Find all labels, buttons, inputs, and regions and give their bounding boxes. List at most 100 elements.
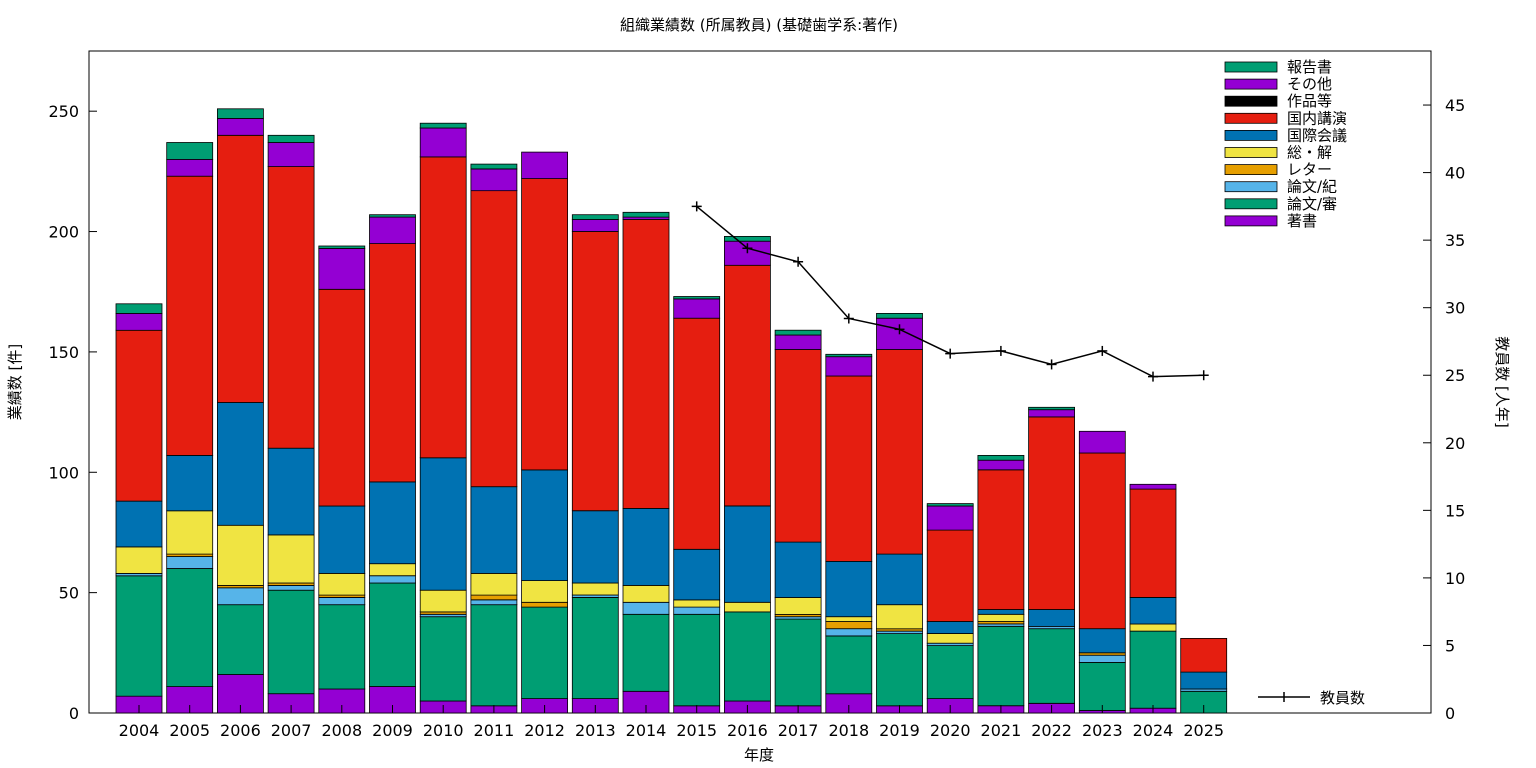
legend-label: 著書 [1287,212,1317,230]
bar-segment-2010-s4 [419,589,467,613]
bar-segment-2013-s1 [571,597,619,699]
legend-label: 論文/審 [1287,195,1337,213]
y2-tick-label: 20 [1445,434,1465,453]
x-tick-label: 2008 [321,721,362,740]
chart-title: 組織業績数 (所属教員) (基礎歯学系:著作) [620,16,898,34]
bar-segment-2022-s9 [1028,406,1075,411]
bar-segment-2005-s6 [166,175,214,456]
legend-swatch [1224,95,1278,107]
legend-label: レター [1287,161,1332,179]
legend-label: 国内講演 [1287,109,1347,127]
bar-segment-2017-s8 [774,334,822,350]
x-tick-label: 2024 [1133,721,1174,740]
y-tick-label: 200 [48,223,79,242]
bar-segment-2015-s2 [673,606,721,615]
bar-segment-2019-s6 [876,349,923,555]
bar-segment-2014-s5 [622,507,670,586]
bar-segment-2011-s6 [470,190,518,488]
bar-segment-2019-s4 [876,604,923,630]
bar-segment-2004-s4 [115,546,163,574]
y-tick-label: 150 [48,343,79,362]
bar-segment-2006-s2 [216,587,264,606]
bar-segment-2007-s5 [267,447,315,536]
bar-segment-2017-s5 [774,541,822,598]
bar-segment-2009-s9 [369,214,416,218]
bar-segment-2015-s8 [673,298,721,319]
bar-segment-2010-s6 [419,156,467,459]
bar-segment-2020-s8 [926,505,974,531]
bar-segment-2008-s5 [318,505,366,574]
bar-segment-2007-s1 [267,589,315,695]
x-tick-label: 2016 [727,721,768,740]
bar-segment-2006-s8 [216,118,264,136]
bar-segment-2007-s4 [267,534,315,584]
legend-label: その他 [1287,75,1332,93]
y2-tick-label: 15 [1445,501,1465,520]
bar-segment-2016-s9 [724,235,771,242]
legend-label: 作品等 [1287,92,1332,110]
legend-swatch [1224,78,1278,90]
legend-label: 総・解 [1287,144,1332,162]
bar-segment-2012-s1 [521,606,568,699]
bar-segment-2011-s3 [470,594,518,601]
y2-axis-title: 教員数 [人年] [1493,336,1511,427]
bar-segment-2008-s9 [318,245,366,249]
bar-segment-2007-s9 [267,134,315,143]
bar-segment-2005-s8 [166,158,214,177]
bar-segment-2009-s4 [369,563,416,577]
bar-segment-2020-s1 [926,645,974,699]
x-tick-label: 2017 [778,721,819,740]
bar-segment-2008-s6 [318,288,366,507]
legend-swatch [1224,61,1278,73]
bar-segment-2014-s2 [622,601,670,615]
legend-label-line: 教員数 [1320,689,1365,707]
bar-segment-2010-s9 [419,122,467,129]
y2-tick-label: 45 [1445,96,1465,115]
bar-segment-2017-s9 [774,329,822,336]
legend-label: 論文/紀 [1287,178,1337,196]
bar-segment-2021-s9 [977,454,1025,461]
bar-segment-2010-s5 [419,457,467,591]
bar-segment-2018-s4 [825,616,873,622]
bar-segment-2021-s4 [977,613,1025,622]
x-tick-label: 2005 [169,721,210,740]
bar-segment-2018-s3 [825,621,873,630]
bar-segment-2008-s4 [318,573,366,596]
bar-segment-2022-s6 [1028,416,1075,610]
bar-segment-2019-s5 [876,553,923,606]
legend-label: 報告書 [1287,58,1332,76]
bar-segment-2007-s6 [267,166,315,449]
x-tick-label: 2020 [930,721,971,740]
x-tick-label: 2018 [828,721,869,740]
bar-segment-2006-s6 [216,134,264,403]
y2-tick-label: 25 [1445,366,1465,385]
bar-segment-2018-s6 [825,375,873,562]
bar-segment-2015-s6 [673,317,721,550]
bar-segment-2015-s4 [673,599,721,608]
bar-segment-2021-s6 [977,469,1025,610]
legend-swatch [1224,215,1278,227]
bar-segment-2014-s1 [622,613,670,692]
bar-segment-2013-s6 [571,231,619,512]
y-tick-label: 50 [59,584,79,603]
bar-segment-2012-s3 [521,601,568,608]
bar-segment-2012-s4 [521,580,568,603]
bar-segment-2005-s1 [166,568,214,687]
bar-segment-2005-s2 [166,556,214,569]
line-layer [691,201,1209,382]
bar-segment-2006-s1 [216,604,264,675]
bar-segment-2018-s8 [825,356,873,377]
bar-segment-2004-s5 [115,500,163,548]
bar-segment-2019-s9 [876,312,923,319]
bar-segment-2015-s1 [673,613,721,707]
bar-segment-2010-s1 [419,616,467,702]
bar-segment-2023-s5 [1078,628,1126,654]
bar-segment-2018-s2 [825,628,873,637]
x-tick-label: 2011 [474,721,515,740]
bar-segment-2009-s5 [369,481,416,565]
bar-segment-2005-s9 [166,142,214,160]
bar-segment-2004-s9 [115,303,163,314]
bar-segment-2020-s5 [926,621,974,634]
